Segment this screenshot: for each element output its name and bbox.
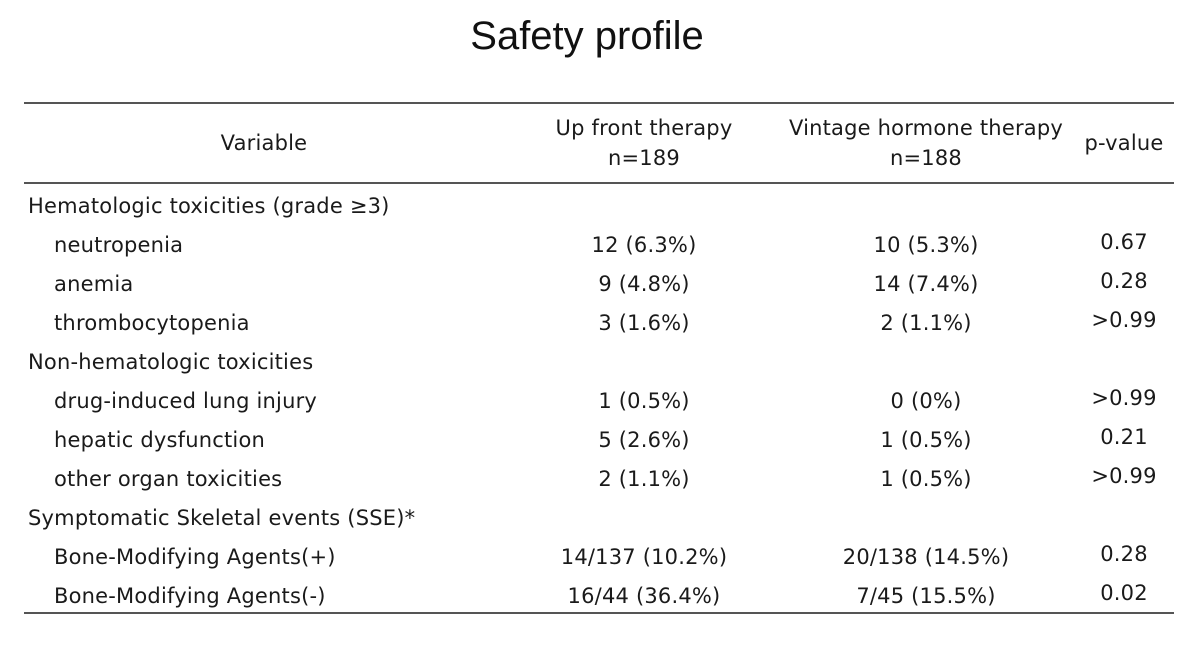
up-front-value: 1 (0.5%) bbox=[598, 389, 690, 413]
table-row-section: Hematologic toxicities (grade ≥3) bbox=[24, 187, 1174, 226]
header-bottom-rule bbox=[24, 182, 1174, 184]
row-label: hepatic dysfunction bbox=[54, 428, 266, 452]
p-value: 0.28 bbox=[1100, 542, 1148, 566]
vintage-value: 1 (0.5%) bbox=[880, 428, 972, 452]
up-front-value: 14/137 (10.2%) bbox=[560, 545, 728, 569]
header-up-front: Up front therapy n=189 bbox=[520, 112, 768, 174]
table-bottom-rule bbox=[24, 612, 1174, 614]
p-value: 0.02 bbox=[1100, 581, 1148, 605]
row-label: Bone-Modifying Agents(+) bbox=[54, 545, 336, 569]
vintage-value: 10 (5.3%) bbox=[873, 233, 979, 257]
header-vintage-n: n=188 bbox=[890, 146, 962, 170]
row-label: anemia bbox=[54, 272, 134, 296]
row-label: Bone-Modifying Agents(-) bbox=[54, 584, 326, 608]
header-up-front-label: Up front therapy bbox=[555, 116, 733, 140]
header-variable-label: Variable bbox=[220, 131, 308, 155]
table-row: neutropenia 12 (6.3%) 10 (5.3%) 0.67 bbox=[24, 226, 1174, 265]
row-label: other organ toxicities bbox=[54, 467, 283, 491]
table-row-section: Symptomatic Skeletal events (SSE)* bbox=[24, 499, 1174, 538]
table-row: other organ toxicities 2 (1.1%) 1 (0.5%)… bbox=[24, 460, 1174, 499]
row-label: thrombocytopenia bbox=[54, 311, 250, 335]
up-front-value: 16/44 (36.4%) bbox=[567, 584, 721, 608]
table-row: drug-induced lung injury 1 (0.5%) 0 (0%)… bbox=[24, 382, 1174, 421]
up-front-value: 2 (1.1%) bbox=[598, 467, 690, 491]
header-pvalue: p-value bbox=[1076, 112, 1172, 174]
p-value: 0.67 bbox=[1100, 230, 1148, 254]
up-front-value: 12 (6.3%) bbox=[591, 233, 697, 257]
vintage-value: 1 (0.5%) bbox=[880, 467, 972, 491]
up-front-value: 9 (4.8%) bbox=[598, 272, 690, 296]
table-row: hepatic dysfunction 5 (2.6%) 1 (0.5%) 0.… bbox=[24, 421, 1174, 460]
table-row: thrombocytopenia 3 (1.6%) 2 (1.1%) >0.99 bbox=[24, 304, 1174, 343]
table-row: Bone-Modifying Agents(-) 16/44 (36.4%) 7… bbox=[24, 577, 1174, 616]
p-value: 0.21 bbox=[1100, 425, 1148, 449]
row-label: Non-hematologic toxicities bbox=[28, 350, 314, 374]
vintage-value: 20/138 (14.5%) bbox=[842, 545, 1010, 569]
row-label: neutropenia bbox=[54, 233, 184, 257]
p-value: >0.99 bbox=[1091, 464, 1157, 488]
vintage-value: 0 (0%) bbox=[890, 389, 962, 413]
header-up-front-n: n=189 bbox=[608, 146, 680, 170]
header-vintage: Vintage hormone therapy n=188 bbox=[778, 112, 1074, 174]
p-value: >0.99 bbox=[1091, 386, 1157, 410]
header-vintage-label: Vintage hormone therapy bbox=[788, 116, 1064, 140]
row-label: Hematologic toxicities (grade ≥3) bbox=[28, 194, 390, 218]
header-pvalue-label: p-value bbox=[1084, 131, 1164, 155]
row-label: Symptomatic Skeletal events (SSE)* bbox=[28, 506, 416, 530]
page-title: Safety profile bbox=[470, 14, 704, 58]
row-label: drug-induced lung injury bbox=[54, 389, 318, 413]
vintage-value: 14 (7.4%) bbox=[873, 272, 979, 296]
table-top-rule bbox=[24, 102, 1174, 104]
vintage-value: 2 (1.1%) bbox=[880, 311, 972, 335]
p-value: 0.28 bbox=[1100, 269, 1148, 293]
up-front-value: 3 (1.6%) bbox=[598, 311, 690, 335]
up-front-value: 5 (2.6%) bbox=[598, 428, 690, 452]
header-variable: Variable bbox=[24, 112, 504, 174]
table-row-section: Non-hematologic toxicities bbox=[24, 343, 1174, 382]
table-row: anemia 9 (4.8%) 14 (7.4%) 0.28 bbox=[24, 265, 1174, 304]
p-value: >0.99 bbox=[1091, 308, 1157, 332]
table-row: Bone-Modifying Agents(+) 14/137 (10.2%) … bbox=[24, 538, 1174, 577]
vintage-value: 7/45 (15.5%) bbox=[856, 584, 996, 608]
